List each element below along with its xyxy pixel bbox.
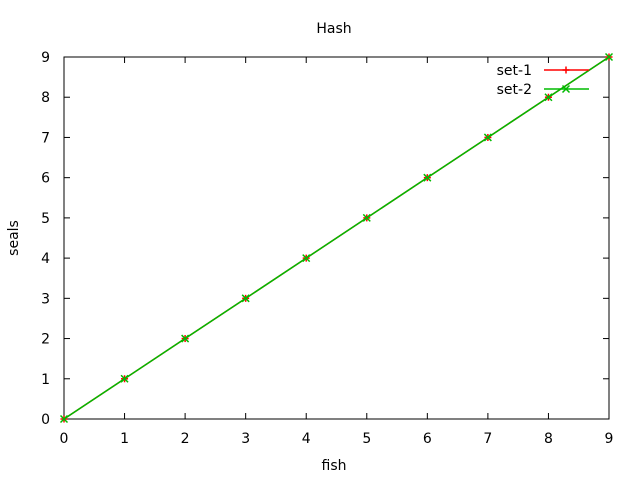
data-point: [59, 414, 69, 424]
plot-frame: [63, 56, 610, 420]
y-tick-label: 0: [41, 412, 50, 428]
y-tick-label: 5: [41, 211, 50, 227]
x-tick-label: 8: [544, 431, 553, 447]
legend: set-1 set-2: [497, 63, 589, 98]
data-point: [241, 294, 250, 303]
y-tick-label: 2: [41, 332, 50, 348]
x-tick-label: 3: [241, 431, 250, 447]
x-axis-label: fish: [322, 458, 347, 474]
x-tick-label: 0: [60, 431, 69, 447]
data-point: [483, 133, 492, 142]
x-tick-label: 4: [302, 431, 311, 447]
x-tick-label: 7: [483, 431, 492, 447]
series-layer: [59, 52, 614, 424]
x-tick-label: 2: [181, 431, 190, 447]
legend-marker: [561, 84, 571, 94]
axis-ticks: 0 1 2 3 4 5 6 7 8 9 0 1 2 3 4 5 6 7 8 9: [41, 50, 613, 447]
data-point: [604, 52, 614, 62]
x-tick-label: 5: [362, 431, 371, 447]
series-line: [63, 56, 610, 420]
chart-title: Hash: [316, 21, 351, 37]
y-axis-label: seals: [6, 220, 22, 256]
y-tick-label: 1: [41, 372, 50, 388]
series-2: [59, 52, 614, 424]
y-tick-label: 8: [41, 90, 50, 106]
x-tick-label: 6: [423, 431, 432, 447]
data-point: [544, 93, 553, 102]
data-point: [181, 334, 190, 343]
legend-item-1: set-1: [497, 63, 589, 79]
y-tick-label: 9: [41, 50, 50, 66]
legend-label: set-2: [497, 82, 532, 98]
y-tick-label: 4: [41, 251, 50, 267]
x-tick-label: 9: [605, 431, 614, 447]
y-tick-label: 6: [41, 171, 50, 187]
legend-item-2: set-2: [497, 82, 589, 98]
data-point: [362, 213, 371, 222]
y-tick-label: 7: [41, 130, 50, 146]
data-point: [302, 254, 311, 263]
data-point: [423, 173, 432, 182]
legend-label: set-1: [497, 63, 532, 79]
x-tick-label: 1: [120, 431, 129, 447]
y-tick-label: 3: [41, 291, 50, 307]
data-point: [120, 374, 129, 383]
